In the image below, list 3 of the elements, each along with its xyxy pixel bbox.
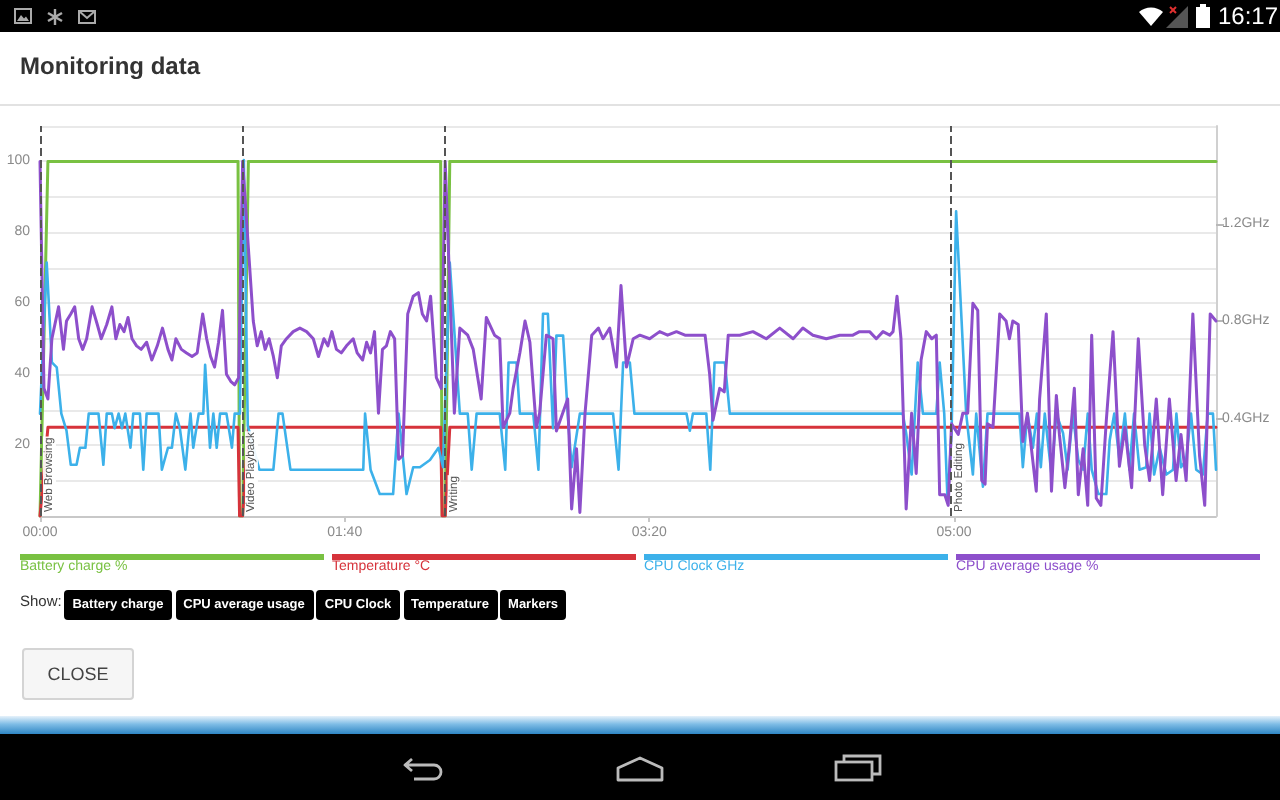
- chart-title: Monitoring data: [20, 52, 200, 82]
- text: 16:17: [1218, 2, 1279, 30]
- text: CLOSE: [22, 648, 134, 700]
